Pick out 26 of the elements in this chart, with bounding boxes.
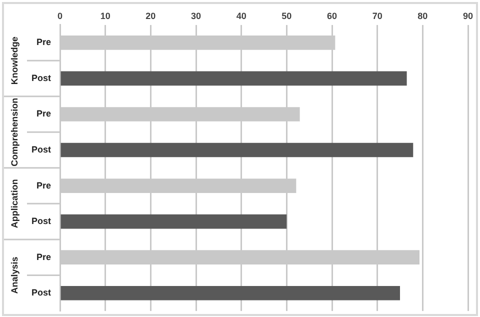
x-tick-label: 90 xyxy=(462,10,474,21)
x-tick-label: 40 xyxy=(236,10,246,21)
bar xyxy=(60,71,407,86)
text: Post xyxy=(31,216,51,226)
text: Post xyxy=(31,288,51,298)
y-tick-label: Comprehension xyxy=(9,98,20,166)
x-tick-label: 70 xyxy=(372,10,382,21)
bar xyxy=(60,142,414,158)
y-tick-label: Knowledge xyxy=(9,36,20,85)
text: Pre xyxy=(36,180,51,190)
x-tick-label: 30 xyxy=(190,10,202,21)
text: Pre xyxy=(36,252,51,262)
x-tick-label: 10 xyxy=(100,10,110,21)
series-label: Pre xyxy=(36,37,51,48)
text: Pre xyxy=(36,108,51,119)
x-tick-label: 50 xyxy=(282,10,292,21)
text: Post xyxy=(31,144,51,154)
x-tick-label: 60 xyxy=(326,10,338,21)
y-tick-label: Application xyxy=(9,179,20,228)
bar xyxy=(60,286,400,300)
x-tick-label: 20 xyxy=(146,10,156,21)
y-tick-label: Analysis xyxy=(9,256,20,294)
bar xyxy=(60,214,287,229)
series-label: Post xyxy=(31,72,51,83)
x-tick-label: 80 xyxy=(418,10,428,21)
x-tick-label: 0 xyxy=(57,10,63,21)
